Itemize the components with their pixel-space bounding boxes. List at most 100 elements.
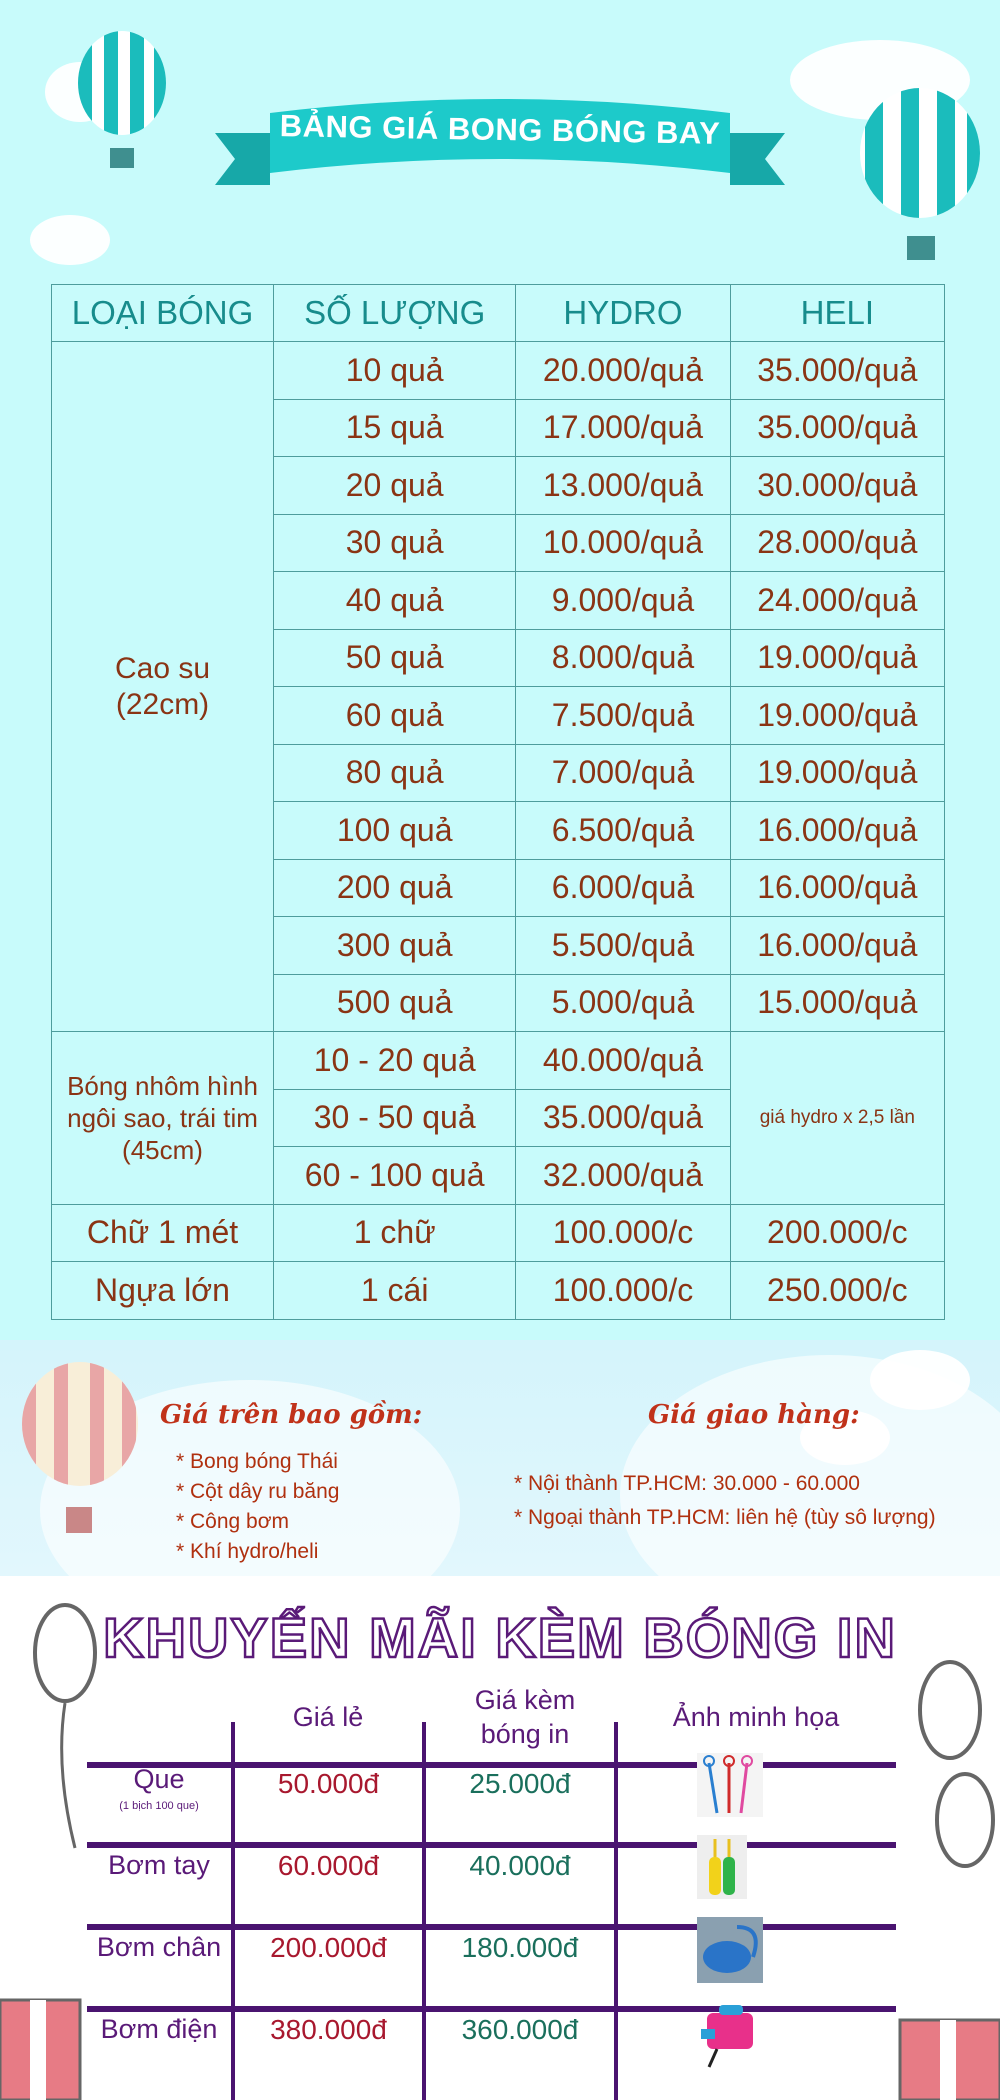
quantity-cell: 80 quả	[272, 743, 517, 802]
header-row: LOẠI BÓNG SỐ LƯỢNG HYDRO HELI	[51, 284, 946, 342]
hydro-price-cell: 8.000/quả	[515, 628, 731, 687]
hydro-price-cell: 7.500/quả	[515, 686, 731, 745]
promo-item-name: Bơm tay	[108, 1850, 210, 1880]
hand-pump-image	[697, 1835, 747, 1904]
table-row: Cao su (22cm) 10 quả 20.000/quả 35.000/quả	[51, 341, 946, 1032]
hydro-price-cell: 100.000/c	[515, 1203, 731, 1262]
quantity-cell: 10 - 20 quả	[272, 1031, 517, 1090]
hydro-price-cell: 6.500/quả	[515, 801, 731, 860]
heli-price-cell: 19.000/quả	[729, 628, 946, 687]
hydro-price-cell: 5.000/quả	[515, 973, 731, 1032]
row-divider	[87, 1924, 896, 1930]
hydro-price-cell: 40.000/quả	[515, 1031, 731, 1090]
combo-price: 180.000đ	[461, 1932, 579, 1963]
electric-pump-image	[697, 1999, 763, 2074]
table-row: Ngựa lớn 1 cái 100.000/c 250.000/c	[51, 1261, 946, 1320]
balloon-type-cell: Cao su (22cm)	[51, 341, 274, 1032]
row-divider	[87, 1762, 896, 1768]
quantity-cell: 60 - 100 quả	[272, 1146, 517, 1205]
column-header: HELI	[729, 284, 946, 342]
retail-price: 60.000đ	[277, 1850, 380, 1881]
column-divider	[231, 1722, 235, 2100]
combo-price: 40.000đ	[469, 1850, 571, 1881]
balloon-type-cell: Chữ 1 mét	[51, 1203, 274, 1262]
gift-box-doodle-icon	[898, 2018, 1000, 2100]
quantity-cell: 10 quả	[272, 341, 517, 400]
promo-item-name: Bơm điện	[100, 2014, 218, 2044]
heli-price-cell: 28.000/quả	[729, 513, 946, 572]
heli-price-cell: 24.000/quả	[729, 571, 946, 630]
promo-column-header: Ảnh minh họa	[672, 1702, 840, 1732]
gift-box-doodle-icon	[0, 1998, 82, 2100]
hydro-price-cell: 10.000/quả	[515, 513, 731, 572]
promo-item-note: (1 bịch 100 que)	[119, 1800, 199, 1812]
hydro-price-cell: 20.000/quả	[515, 341, 731, 400]
heli-price-cell: 30.000/quả	[729, 456, 946, 515]
balloon-type-cell: Bóng nhôm hình ngôi sao, trái tim (45cm)	[51, 1031, 274, 1205]
table-row: 30 - 50 quả 35.000/quả	[52, 1088, 945, 1147]
quantity-cell: 1 chữ	[272, 1203, 517, 1262]
column-divider	[422, 1722, 426, 2100]
balloon-doodle-icon	[918, 1660, 995, 1868]
quantity-cell: 15 quả	[272, 398, 517, 457]
promo-item-name: Bơm chân	[96, 1932, 222, 1962]
hydro-price-cell: 100.000/c	[515, 1261, 731, 1320]
includes-item: * Khí hydro/heli	[176, 1540, 319, 1563]
quantity-cell: 500 quả	[272, 973, 517, 1032]
quantity-cell: 40 quả	[272, 571, 517, 630]
promo-column-header: Giá kèm bóng in	[474, 1685, 576, 1749]
hydro-price-cell: 32.000/quả	[515, 1146, 731, 1205]
hydro-price-cell: 35.000/quả	[515, 1088, 731, 1147]
balloon-sticks-image	[697, 1753, 763, 1822]
quantity-cell: 200 quả	[272, 858, 517, 917]
includes-item: * Cột dây ru băng	[176, 1480, 340, 1503]
quantity-cell: 20 quả	[272, 456, 517, 515]
retail-price: 380.000đ	[270, 2014, 387, 2045]
cloud-icon	[30, 215, 110, 265]
price-table: LOẠI BÓNG SỐ LƯỢNG HYDRO HELI Cao su (22cm) 1…	[51, 284, 946, 1320]
promo-column-header: Giá lẻ	[292, 1702, 364, 1732]
quantity-cell: 50 quả	[272, 628, 517, 687]
column-header: SỐ LƯỢNG	[272, 284, 517, 342]
table-row: Chữ 1 mét 1 chữ 100.000/c 200.000/c	[51, 1203, 946, 1262]
includes-heading: Giá trên bao gồm:	[160, 1400, 423, 1430]
combo-price: 360.000đ	[461, 2014, 579, 2045]
retail-price: 200.000đ	[270, 1932, 387, 1963]
promo-title: KHUYẾN MÃI KÈM BÓNG IN	[102, 1605, 897, 1671]
table-row: 30 quả 10.000/quả 28.000/quả	[52, 513, 946, 572]
row-divider	[87, 2006, 896, 2012]
delivery-heading: Giá giao hàng:	[648, 1400, 860, 1430]
table-row: 20 quả 13.000/quả 30.000/quả	[52, 456, 946, 515]
foot-pump-image	[697, 1917, 763, 1988]
includes-item: * Công bơm	[176, 1510, 289, 1533]
heli-price-cell: 35.000/quả	[729, 341, 946, 400]
hot-air-balloon-icon	[22, 1362, 138, 1533]
retail-price: 50.000đ	[277, 1768, 380, 1799]
table-row: 15 quả 17.000/quả 35.000/quả	[52, 398, 946, 457]
table-row: 100 quả 6.500/quả 16.000/quả	[52, 801, 946, 860]
quantity-cell: 30 - 50 quả	[272, 1088, 517, 1147]
cloud-icon	[800, 1410, 890, 1465]
hydro-price-cell: 17.000/quả	[515, 398, 731, 457]
delivery-item: * Ngoại thành TP.HCM: liên hệ (tùy sô lư…	[514, 1506, 936, 1529]
table-row: 200 quả 6.000/quả 16.000/quả	[52, 858, 946, 917]
row-divider	[87, 1842, 896, 1848]
heli-price-cell: giá hydro x 2,5 lần	[729, 1031, 946, 1205]
column-header: LOẠI BÓNG	[51, 284, 274, 342]
table-row: 500 quả 5.000/quả 15.000/quả	[52, 973, 946, 1032]
balloon-type-cell: Ngựa lớn	[51, 1261, 274, 1320]
heli-price-cell: 16.000/quả	[729, 858, 946, 917]
heli-price-cell: 19.000/quả	[729, 743, 946, 802]
quantity-cell: 60 quả	[272, 686, 517, 745]
hydro-price-cell: 13.000/quả	[515, 456, 731, 515]
heli-price-cell: 35.000/quả	[729, 398, 946, 457]
hydro-price-cell: 7.000/quả	[515, 743, 731, 802]
column-divider	[614, 1722, 618, 2100]
hydro-price-cell: 9.000/quả	[515, 571, 731, 630]
promo-item-name: Que	[133, 1764, 185, 1794]
includes-item: * Bong bóng Thái	[176, 1450, 338, 1473]
table-row: 300 quả 5.500/quả 16.000/quả	[52, 916, 946, 975]
balloon-doodle-icon	[33, 1603, 97, 1849]
hydro-price-cell: 6.000/quả	[515, 858, 731, 917]
quantity-cell: 100 quả	[272, 801, 517, 860]
